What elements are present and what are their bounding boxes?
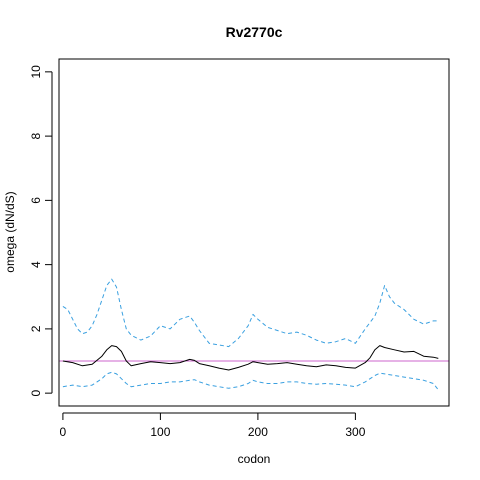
plot-frame bbox=[58, 58, 450, 407]
y-tick-label: 2 bbox=[29, 325, 43, 332]
x-axis: 0 100 200 300 bbox=[60, 412, 366, 439]
y-axis-label: omega (dN/dS) bbox=[3, 191, 17, 272]
y-tick-label: 0 bbox=[29, 389, 43, 396]
y-tick-label: 8 bbox=[29, 132, 43, 139]
omega-estimate-line bbox=[62, 345, 439, 371]
x-axis-label: codon bbox=[238, 452, 271, 466]
lower-bound-line bbox=[62, 371, 439, 391]
y-tick-label: 10 bbox=[29, 65, 43, 79]
y-axis: 0 2 4 6 8 10 bbox=[29, 65, 53, 396]
y-tick-label: 6 bbox=[29, 197, 43, 204]
x-tick-label: 300 bbox=[345, 425, 365, 439]
x-tick-label: 100 bbox=[150, 425, 170, 439]
y-tick-label: 4 bbox=[29, 261, 43, 268]
plot-area bbox=[59, 278, 449, 391]
chart-title: Rv2770c bbox=[226, 24, 283, 40]
x-tick-label: 200 bbox=[248, 425, 268, 439]
upper-bound-line bbox=[62, 278, 439, 348]
x-tick-label: 0 bbox=[60, 425, 67, 439]
